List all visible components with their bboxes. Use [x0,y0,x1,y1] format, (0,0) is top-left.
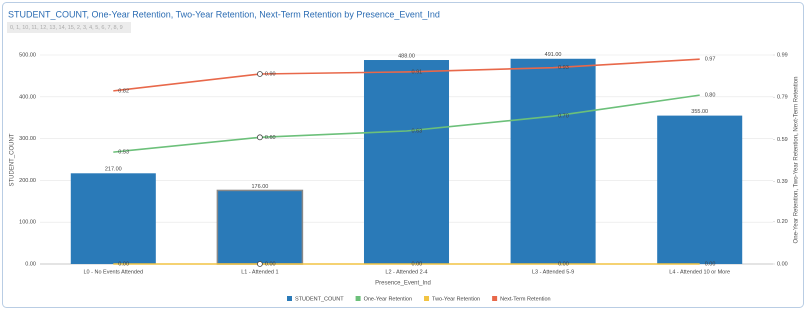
x-tick-label: L2 - Attended 2-4 [385,269,427,275]
bar [363,60,450,265]
legend-swatch [492,296,498,301]
line-value-label: 0.91 [412,69,423,75]
x-tick-label: L0 - No Events Attended [83,269,143,275]
x-tick-label: L1 - Attended 1 [241,269,278,275]
bar [70,173,156,264]
y2-tick-label: 0.59 [777,137,788,143]
y-tick-label: 300.00 [19,136,36,142]
line-value-label: 0.90 [265,71,276,77]
bar-value-label: 488.00 [398,53,415,59]
y2-tick-label: 0.99 [777,52,788,58]
legend-label: STUDENT_COUNT [295,296,344,302]
point-marker [256,261,263,267]
bar-value-label: 176.00 [251,184,268,190]
line-value-label: 0.63 [412,128,423,134]
bar [216,189,304,265]
y-tick-label: 400.00 [19,94,36,100]
x-tick-label: L3 - Attended 5-9 [532,269,574,275]
line-value-label: 0.60 [265,135,276,141]
y-tick-label: 500.00 [19,52,36,58]
y-axis-title: STUDENT_COUNT [10,133,16,186]
bar [510,58,596,265]
x-axis-title: Presence_Event_Ind [375,281,431,287]
line-value-label: 0.80 [705,93,716,99]
y2-tick-label: 0.00 [777,261,788,267]
line [113,94,700,153]
line-value-label: 0.97 [705,57,716,63]
y2-axis-title: One-Year Retention, Two-Year Retention, … [794,77,800,244]
line-value-label: 0.82 [118,88,129,94]
legend-swatch [287,296,292,301]
legend-label: One-Year Retention [364,296,412,302]
bar-value-label: 355.00 [691,109,708,115]
legend-label: Next-Term Retention [500,296,550,302]
line-value-label: 0.00 [558,261,569,267]
line-value-label: 0.00 [412,261,423,267]
bar-value-label: 217.00 [105,167,122,173]
point-marker [256,71,263,77]
line-value-label: 0.53 [118,150,129,156]
line [113,58,700,92]
x-tick-label: L4 - Attended 10 or More [669,269,730,275]
chart-title: STUDENT_COUNT, One-Year Retention, Two-Y… [8,9,440,19]
legend-swatch [424,296,430,301]
point-marker [256,134,263,141]
line-value-label: 0.00 [705,261,716,267]
line-value-label: 0.70 [558,114,569,120]
bar [657,115,743,264]
filter-chip [7,22,131,33]
line-value-label: 0.00 [265,261,276,267]
legend-label: Two-Year Retention [432,296,480,302]
chart-subtitle: 0, 1, 10, 11, 12, 13, 14, 15, 2, 3, 4, 5… [10,25,123,31]
y2-tick-label: 0.39 [777,179,788,185]
bar-value-label: 491.00 [545,52,562,58]
y-tick-label: 100.00 [19,220,36,226]
y-tick-label: 0.00 [25,261,36,267]
line-value-label: 0.00 [118,261,129,267]
y-tick-label: 200.00 [19,178,36,184]
line-value-label: 0.93 [558,65,569,71]
y2-tick-label: 0.79 [777,95,788,101]
legend-swatch [355,296,361,301]
y2-tick-label: 0.20 [777,219,788,225]
